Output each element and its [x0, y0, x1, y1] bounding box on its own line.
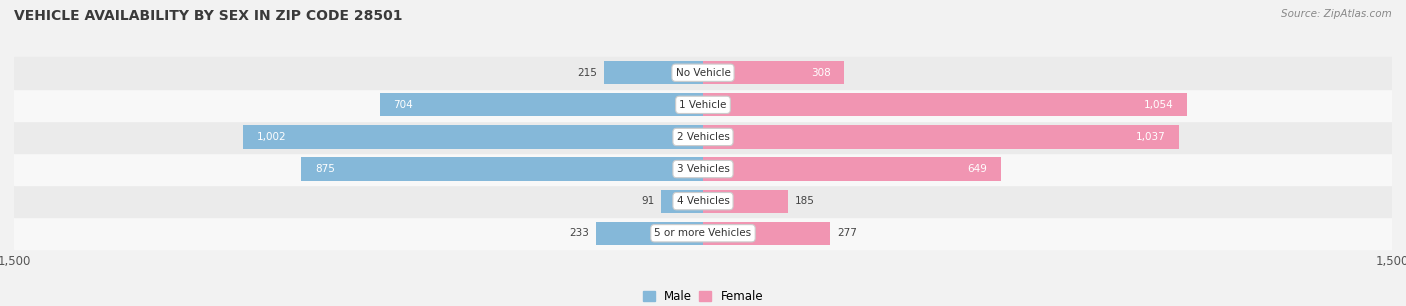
Text: 91: 91	[641, 196, 654, 206]
Text: 233: 233	[569, 228, 589, 238]
Text: 4 Vehicles: 4 Vehicles	[676, 196, 730, 206]
Text: 277: 277	[837, 228, 858, 238]
Bar	[703, 93, 1187, 116]
Text: 1,037: 1,037	[1136, 132, 1166, 142]
Bar	[703, 125, 1180, 148]
Bar	[605, 61, 703, 84]
Bar	[14, 217, 1392, 249]
Text: 185: 185	[794, 196, 814, 206]
Bar	[14, 121, 1392, 153]
Bar	[243, 125, 703, 148]
Legend: Male, Female: Male, Female	[638, 285, 768, 306]
Text: 2 Vehicles: 2 Vehicles	[676, 132, 730, 142]
Bar	[703, 190, 787, 213]
Text: 3 Vehicles: 3 Vehicles	[676, 164, 730, 174]
Bar	[703, 61, 845, 84]
Text: 1,054: 1,054	[1143, 100, 1174, 110]
Text: 215: 215	[578, 68, 598, 78]
Text: VEHICLE AVAILABILITY BY SEX IN ZIP CODE 28501: VEHICLE AVAILABILITY BY SEX IN ZIP CODE …	[14, 9, 402, 23]
Bar	[14, 153, 1392, 185]
Bar	[14, 57, 1392, 89]
Text: No Vehicle: No Vehicle	[675, 68, 731, 78]
Text: Source: ZipAtlas.com: Source: ZipAtlas.com	[1281, 9, 1392, 19]
Bar	[703, 222, 830, 245]
Text: 5 or more Vehicles: 5 or more Vehicles	[654, 228, 752, 238]
Text: 1,002: 1,002	[256, 132, 287, 142]
Bar	[380, 93, 703, 116]
Bar	[661, 190, 703, 213]
Bar	[301, 158, 703, 181]
Bar	[596, 222, 703, 245]
Text: 649: 649	[967, 164, 987, 174]
Bar	[14, 89, 1392, 121]
Bar	[14, 185, 1392, 217]
Text: 704: 704	[394, 100, 413, 110]
Text: 1 Vehicle: 1 Vehicle	[679, 100, 727, 110]
Text: 308: 308	[811, 68, 831, 78]
Bar	[703, 158, 1001, 181]
Text: 875: 875	[315, 164, 335, 174]
